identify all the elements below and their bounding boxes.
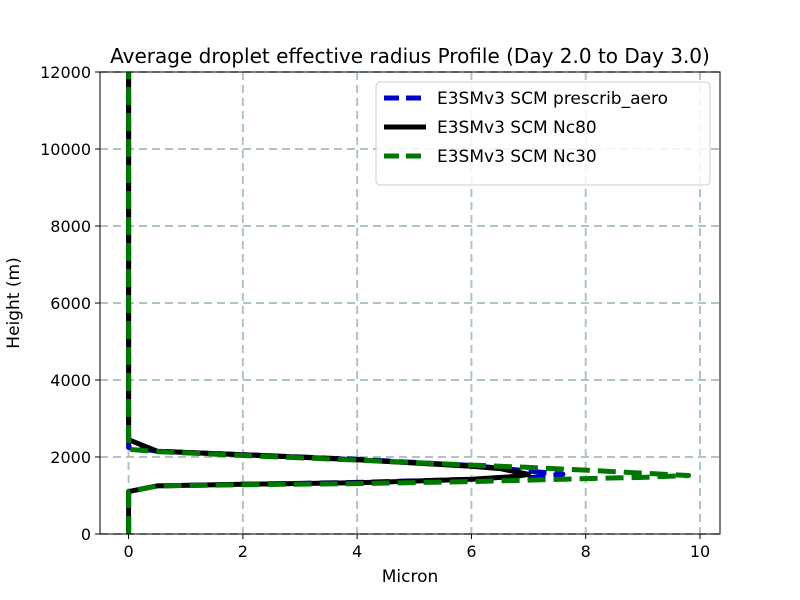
legend-box: [375, 81, 711, 186]
y-tick-label-0: 0: [81, 525, 91, 544]
y-tick-label-3: 6000: [50, 294, 91, 313]
x-tick-label-4: 8: [581, 542, 591, 561]
legend-label-2: E3SMv3 SCM Nc30: [437, 147, 597, 167]
y-tick-label-5: 10000: [40, 140, 91, 159]
legend: E3SMv3 SCM prescrib_aero E3SMv3 SCM Nc80 E…: [375, 81, 711, 186]
x-tick-label-0: 0: [123, 542, 133, 561]
y-tick-label-6: 12000: [40, 63, 91, 82]
y-tick-label-1: 2000: [50, 448, 91, 467]
legend-label-1: E3SMv3 SCM Nc80: [437, 118, 597, 138]
x-tick-label-1: 2: [238, 542, 248, 561]
series-line-2: [126, 72, 692, 534]
series-lines: [126, 72, 692, 534]
y-tick-label-4: 8000: [50, 217, 91, 236]
axis-ticks: 0 2 4 6 8 10 0 2000 4000 6000 8000 10000 12000: [40, 63, 710, 561]
y-axis-label: Height (m): [4, 257, 24, 348]
x-tick-label-3: 6: [466, 542, 476, 561]
legend-label-0: E3SMv3 SCM prescrib_aero: [437, 89, 668, 109]
y-tick-label-2: 4000: [50, 371, 91, 390]
chart-title: Average droplet effective radius Profile…: [110, 44, 710, 68]
x-axis-label: Micron: [382, 567, 439, 587]
x-tick-label-2: 4: [352, 542, 362, 561]
x-tick-label-5: 10: [690, 542, 710, 561]
